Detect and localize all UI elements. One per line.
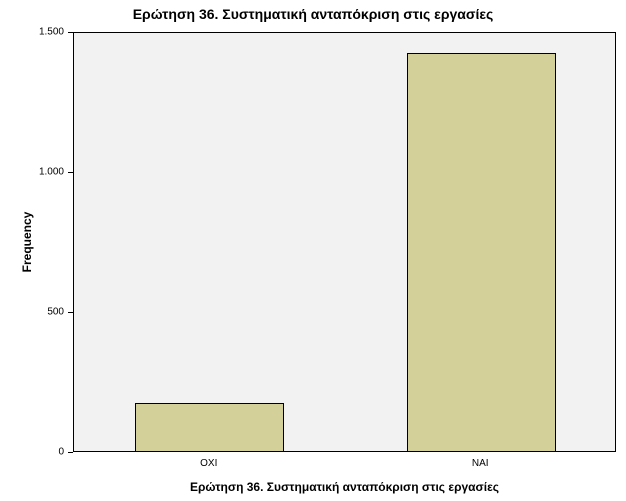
y-tick-label: 500	[0, 307, 64, 318]
x-tick-label: ΝΑΙ	[472, 458, 489, 469]
y-tick-mark	[68, 312, 73, 313]
plot-area	[73, 32, 616, 452]
bar	[135, 403, 284, 451]
chart-title: Ερώτηση 36. Συστηματική ανταπόκριση στις…	[0, 6, 626, 22]
bar	[407, 53, 556, 451]
y-tick-label: 1.000	[0, 167, 64, 178]
bar-chart: Ερώτηση 36. Συστηματική ανταπόκριση στις…	[0, 0, 626, 501]
y-tick-mark	[68, 452, 73, 453]
y-axis-title: Frequency	[20, 32, 34, 452]
y-tick-mark	[68, 172, 73, 173]
x-axis-title: Ερώτηση 36. Συστηματική ανταπόκριση στις…	[73, 480, 616, 494]
y-tick-label: 1.500	[0, 27, 64, 38]
x-tick-label: ΟΧΙ	[200, 458, 217, 469]
y-tick-mark	[68, 32, 73, 33]
y-tick-label: 0	[0, 447, 64, 458]
